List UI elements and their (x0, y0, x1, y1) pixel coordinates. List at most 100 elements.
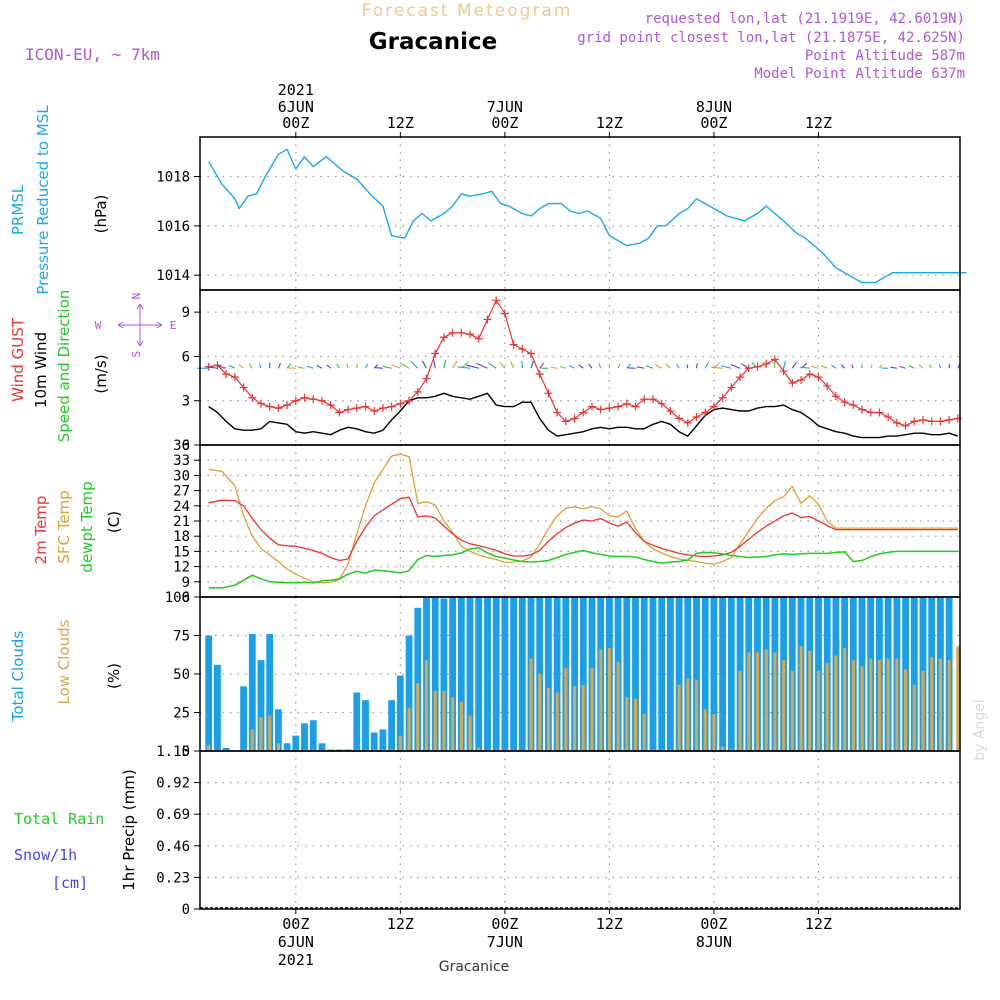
gust-marker-11 (300, 393, 309, 402)
ytick-label-temperature-1: 9 (182, 575, 190, 591)
gust-marker-81 (910, 417, 919, 426)
gust-marker-24 (413, 387, 422, 396)
low-cloud-bar-65 (773, 652, 777, 751)
wind-arrow-62 (741, 363, 750, 369)
wind-arrow-54 (676, 363, 680, 369)
wind-arrow-44 (588, 363, 593, 369)
gust-marker-32 (483, 315, 492, 324)
cloud-side-labels: Total Clouds Low Clouds (%) (9, 619, 123, 722)
low-cloud-bar-66 (782, 660, 786, 751)
bottom-time-label-2: 00Z (491, 915, 518, 933)
temp-label-sfc: SFC Temp (55, 490, 73, 563)
wind-arrow-81 (908, 364, 915, 369)
gust-marker-34 (500, 309, 509, 318)
pressure-label-2: Pressure Reduced to MSL (34, 105, 52, 295)
wind-10m-line (208, 392, 959, 439)
gust-marker-72 (831, 392, 840, 401)
gust-marker-39 (544, 389, 553, 398)
wind-arrow-17 (356, 363, 358, 369)
wind-arrow-48 (626, 363, 631, 369)
low-cloud-bar-46 (607, 647, 611, 751)
low-cloud-bar-27 (442, 690, 446, 751)
wind-arrow-21 (382, 365, 392, 369)
wind-arrow-60 (720, 365, 732, 369)
wind-arrow-2 (217, 365, 227, 369)
gust-marker-82 (918, 415, 927, 424)
total-cloud-bar-56 (693, 597, 700, 751)
gust-marker-57 (701, 408, 710, 417)
wind-arrow-16 (346, 363, 349, 369)
gust-marker-5 (248, 393, 257, 402)
wind-arrow-32 (476, 362, 488, 369)
wind-unit: (m/s) (92, 354, 110, 393)
gust-marker-65 (770, 355, 779, 364)
gust-marker-4 (239, 383, 248, 392)
low-cloud-bar-50 (642, 714, 646, 751)
gust-marker-55 (683, 418, 692, 427)
wind-arrow-40 (550, 366, 558, 369)
low-cloud-bar-64 (764, 649, 768, 751)
bottom-date-label-0-1: 2021 (278, 951, 314, 969)
low-cloud-bar-85 (947, 660, 951, 751)
gust-marker-26 (431, 349, 440, 358)
gust-marker-48 (622, 399, 631, 408)
grid-layer (200, 137, 960, 909)
wind-label-dir: Speed and Direction (55, 290, 73, 443)
wind-arrow-47 (617, 363, 621, 369)
ytick-label-temperature-9: 33 (173, 453, 190, 469)
total-cloud-bar-7 (266, 634, 274, 751)
precip-side-labels: Total Rain Snow/1h [cm] 1hr Precip (mm) (14, 769, 138, 892)
gust-marker-7 (265, 402, 274, 411)
low-cloud-bar-22 (398, 735, 402, 751)
wind-arrow-70 (810, 365, 819, 369)
total-cloud-bar-23 (405, 635, 413, 751)
top-date-label-0-0: 2021 (278, 81, 314, 99)
gust-marker-78 (884, 412, 893, 421)
wind-arrow-42 (568, 365, 575, 369)
model-label: ICON-EU, ~ 7km (25, 45, 160, 64)
wind-arrow-80 (899, 365, 906, 369)
low-cloud-bar-62 (747, 652, 751, 751)
low-cloud-bar-31 (477, 747, 481, 751)
bottom-date-label-0-0: 6JUN (278, 933, 314, 951)
total-cloud-bar-10 (292, 735, 300, 751)
ytick-label-pressure-1: 1016 (156, 219, 190, 235)
gust-marker-8 (274, 404, 283, 413)
gust-marker-83 (927, 417, 936, 426)
gust-marker-75 (858, 405, 867, 414)
gust-marker-80 (901, 421, 910, 430)
total-cloud-bar-9 (283, 743, 291, 751)
ytick-label-precip-4: 0.92 (156, 776, 190, 792)
ytick-label-temperature-8: 30 (173, 468, 190, 484)
low-cloud-bar-82 (921, 670, 925, 751)
total-cloud-bar-60 (727, 597, 735, 751)
gust-marker-30 (466, 330, 475, 339)
low-cloud-bar-26 (433, 690, 437, 751)
wind-arrow-64 (762, 361, 767, 369)
total-cloud-bar-34 (501, 597, 509, 751)
low-cloud-bar-54 (677, 684, 681, 751)
wind-arrow-22 (391, 364, 401, 369)
gust-marker-53 (666, 407, 675, 416)
wind-arrow-77 (878, 364, 883, 369)
gust-marker-16 (344, 405, 353, 414)
wind-arrow-19 (373, 364, 379, 369)
pressure-line (208, 148, 967, 284)
top-time-label-1: 12Z (387, 114, 414, 132)
data-layer (197, 148, 967, 909)
requested-coords: requested lon,lat (21.1919E, 42.6019N) (645, 11, 965, 27)
gust-marker-2 (222, 370, 231, 379)
gust-marker-60 (727, 383, 736, 392)
low-cloud-bar-38 (538, 674, 542, 751)
gust-marker-33 (492, 296, 501, 305)
gust-marker-66 (779, 367, 788, 376)
wind-arrow-79 (890, 366, 897, 369)
gust-marker-59 (718, 393, 727, 402)
ytick-label-precip-5: 1.15 (156, 744, 190, 760)
top-time-label-5: 12Z (805, 114, 832, 132)
ytick-label-wind-2: 6 (182, 349, 190, 365)
ytick-label-clouds-2: 50 (173, 667, 190, 683)
ytick-label-precip-0: 0 (182, 902, 190, 918)
wind-arrow-73 (841, 364, 846, 369)
